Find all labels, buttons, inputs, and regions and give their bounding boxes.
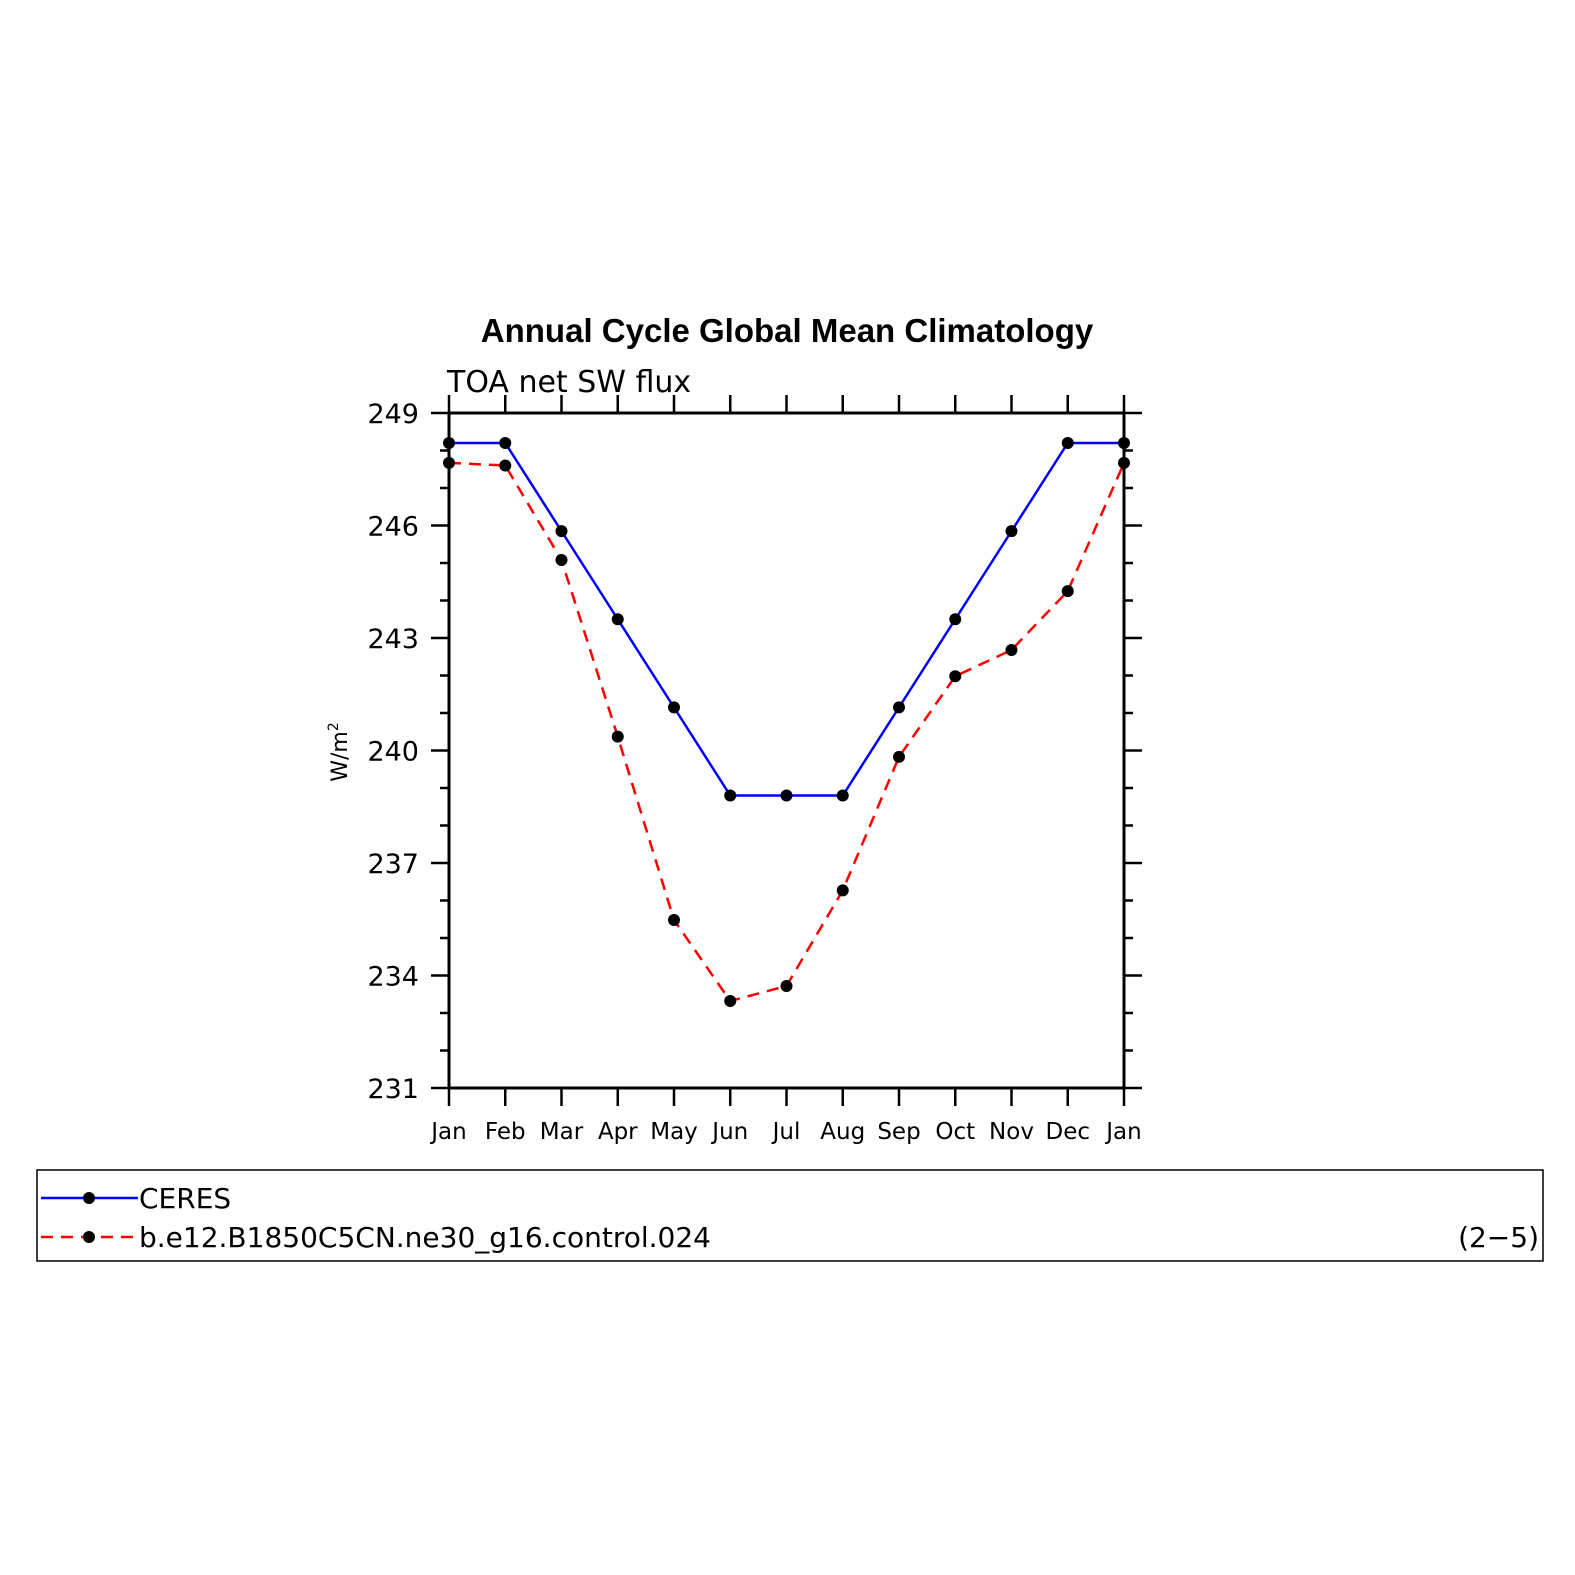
series-1 [443, 456, 1130, 1007]
legend-label: CERES [139, 1182, 231, 1215]
series-point [836, 884, 849, 897]
legend-swatch-marker [83, 1192, 95, 1204]
x-tick-label: Apr [598, 1119, 638, 1145]
series-point [499, 459, 512, 472]
x-tick-label: May [650, 1119, 698, 1145]
y-axis-label-text: W/m [328, 731, 353, 782]
legend-label: b.e12.B1850C5CN.ne30_g16.control.024 [139, 1221, 711, 1254]
legend: CERES b.e12.B1850C5CN.ne30_g16.control.02… [36, 1169, 1544, 1262]
legend-swatch-marker [83, 1231, 95, 1243]
series-point [724, 789, 737, 802]
series-point [780, 789, 793, 802]
series-point [893, 701, 905, 714]
series-layer [443, 437, 1130, 1007]
series-point [1118, 456, 1130, 469]
series-point [668, 914, 680, 926]
y-axis-label: W/m2 [326, 722, 353, 782]
x-tick-label: Mar [540, 1119, 584, 1145]
y-tick-label: 240 [367, 737, 419, 768]
series-point [555, 525, 568, 538]
x-tick-label: Dec [1045, 1119, 1090, 1145]
series-point [611, 730, 624, 743]
legend-item: b.e12.B1850C5CN.ne30_g16.control.024 [41, 1221, 711, 1254]
legend-note: (2−5) [1458, 1221, 1539, 1254]
series-point [668, 701, 680, 714]
y-tick-label: 231 [367, 1074, 419, 1105]
y-tick-labels: 231 234 237 240 243 246 249 [367, 399, 419, 1105]
series-point [949, 613, 962, 626]
axis-ticks [431, 395, 1142, 1106]
y-tick-label: 234 [367, 962, 419, 993]
x-tick-label: Sep [877, 1119, 920, 1145]
x-tick-label: Jun [710, 1119, 748, 1145]
chart-subtitle: TOA net SW flux [446, 365, 691, 400]
y-tick-label: 237 [367, 849, 419, 880]
x-tick-label: Jan [1104, 1119, 1141, 1145]
series-point [443, 437, 455, 449]
y-tick-label: 246 [367, 512, 419, 543]
y-tick-label: 243 [367, 624, 419, 655]
series-point [1061, 437, 1074, 449]
x-tick-label: Feb [485, 1119, 526, 1145]
legend-items: CERES b.e12.B1850C5CN.ne30_g16.control.02… [41, 1182, 711, 1254]
series-point [499, 437, 512, 449]
x-tick-label: Jul [771, 1119, 801, 1145]
series-point [949, 670, 962, 683]
x-tick-label: Aug [820, 1119, 865, 1145]
series-line [449, 441, 1124, 797]
series-point [893, 750, 905, 763]
series-point [1005, 644, 1018, 656]
series-point [1118, 437, 1130, 449]
series-point [1061, 585, 1074, 598]
legend-item: CERES [41, 1182, 231, 1215]
series-0 [443, 437, 1130, 802]
x-tick-labels: Jan Feb Mar Apr May Jun Jul Aug Sep Oct Nov Dec Jan [429, 1119, 1141, 1145]
series-point [555, 554, 568, 566]
y-axis-label-superscript: 2 [326, 722, 342, 731]
svg-text:W/m2: W/m2 [326, 722, 353, 782]
series-point [1005, 525, 1018, 538]
x-tick-label: Jan [429, 1119, 466, 1145]
series-line [448, 461, 1126, 1003]
x-tick-label: Oct [935, 1119, 975, 1145]
series-point [780, 980, 793, 992]
series-point [443, 456, 455, 469]
y-tick-label: 249 [367, 399, 419, 430]
chart-title: Annual Cycle Global Mean Climatology [481, 312, 1094, 349]
legend-box [36, 1169, 1544, 1262]
series-point [836, 789, 849, 802]
x-tick-label: Nov [989, 1119, 1034, 1145]
series-point [724, 995, 737, 1007]
series-point [611, 613, 624, 626]
